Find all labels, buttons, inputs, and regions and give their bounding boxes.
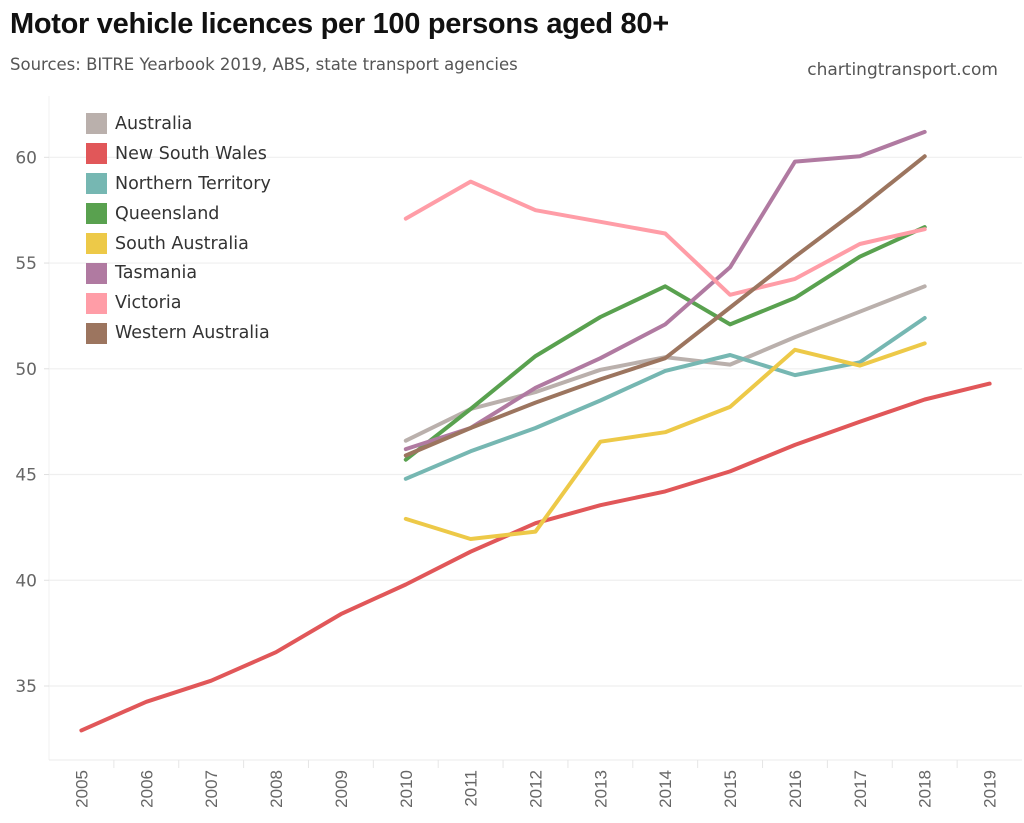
legend-swatch xyxy=(86,173,107,195)
legend-item-northern-territory[interactable]: Northern Territory xyxy=(86,169,271,199)
legend-item-new-south-wales[interactable]: New South Wales xyxy=(86,139,271,169)
legend-item-tasmania[interactable]: Tasmania xyxy=(86,258,271,288)
legend-item-australia[interactable]: Australia xyxy=(86,109,271,139)
chart-title: Motor vehicle licences per 100 persons a… xyxy=(10,8,669,40)
x-tick-label: 2016 xyxy=(786,770,805,808)
y-tick-label: 35 xyxy=(15,677,37,697)
y-tick-label: 45 xyxy=(15,466,37,486)
x-tick-label: 2008 xyxy=(267,770,286,808)
x-tick-label: 2011 xyxy=(462,770,481,807)
series-line-south-australia xyxy=(403,341,927,541)
x-tick-label: 2012 xyxy=(527,770,546,808)
legend-swatch xyxy=(86,262,107,284)
series-line-northern-territory xyxy=(403,316,927,481)
legend-label: Western Australia xyxy=(115,323,270,344)
series-line-western-australia xyxy=(403,154,927,458)
legend-label: South Australia xyxy=(115,233,249,254)
x-tick-label: 2018 xyxy=(916,770,935,808)
x-tick-label: 2019 xyxy=(981,770,1000,808)
series-lines xyxy=(79,129,992,733)
chart-subtitle: Sources: BITRE Yearbook 2019, ABS, state… xyxy=(10,55,518,74)
legend-swatch xyxy=(86,292,107,314)
x-tick-label: 2017 xyxy=(851,770,870,808)
x-tick-label: 2015 xyxy=(721,770,740,808)
legend: Australia New South Wales Northern Territo… xyxy=(86,109,271,348)
legend-swatch xyxy=(86,203,107,225)
series-line-victoria xyxy=(403,179,927,297)
series-line-new-south-wales xyxy=(79,381,992,733)
y-axis: 35 40 45 50 55 60 xyxy=(15,148,37,697)
legend-item-western-australia[interactable]: Western Australia xyxy=(86,318,271,348)
series-line-queensland xyxy=(403,225,927,462)
y-tick-label: 50 xyxy=(15,360,37,380)
y-tick-label: 55 xyxy=(15,254,37,274)
legend-label: New South Wales xyxy=(115,143,267,164)
legend-item-queensland[interactable]: Queensland xyxy=(86,199,271,229)
legend-swatch xyxy=(86,322,107,344)
legend-label: Tasmania xyxy=(115,263,198,284)
legend-item-victoria[interactable]: Victoria xyxy=(86,288,271,318)
legend-label: Northern Territory xyxy=(115,173,271,194)
site-credit: chartingtransport.com xyxy=(807,60,998,80)
legend-swatch xyxy=(86,233,107,254)
legend-item-south-australia[interactable]: South Australia xyxy=(86,229,271,259)
legend-swatch xyxy=(86,113,107,135)
gridlines xyxy=(44,96,1022,761)
x-tick-label: 2007 xyxy=(202,770,221,808)
series-line-tasmania xyxy=(403,129,927,452)
x-tick-label: 2009 xyxy=(332,770,351,808)
x-tick-label: 2006 xyxy=(137,770,156,808)
x-tick-label: 2013 xyxy=(591,770,610,808)
x-tick-label: 2005 xyxy=(72,770,91,808)
legend-label: Victoria xyxy=(115,293,182,314)
x-tick-label: 2010 xyxy=(397,770,416,808)
legend-label: Queensland xyxy=(115,203,220,224)
x-axis: 2005 2006 2007 2008 2009 2010 2011 2012 2013 2014… xyxy=(72,760,1000,808)
y-tick-label: 40 xyxy=(15,571,37,591)
legend-label: Australia xyxy=(115,113,193,134)
y-tick-label: 60 xyxy=(15,148,37,168)
legend-swatch xyxy=(86,143,107,165)
x-tick-label: 2014 xyxy=(656,770,675,808)
